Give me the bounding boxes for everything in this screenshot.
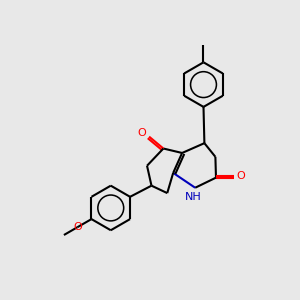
Text: O: O (73, 222, 82, 232)
Text: NH: NH (184, 192, 201, 202)
Text: O: O (237, 171, 246, 181)
Text: O: O (137, 128, 146, 138)
